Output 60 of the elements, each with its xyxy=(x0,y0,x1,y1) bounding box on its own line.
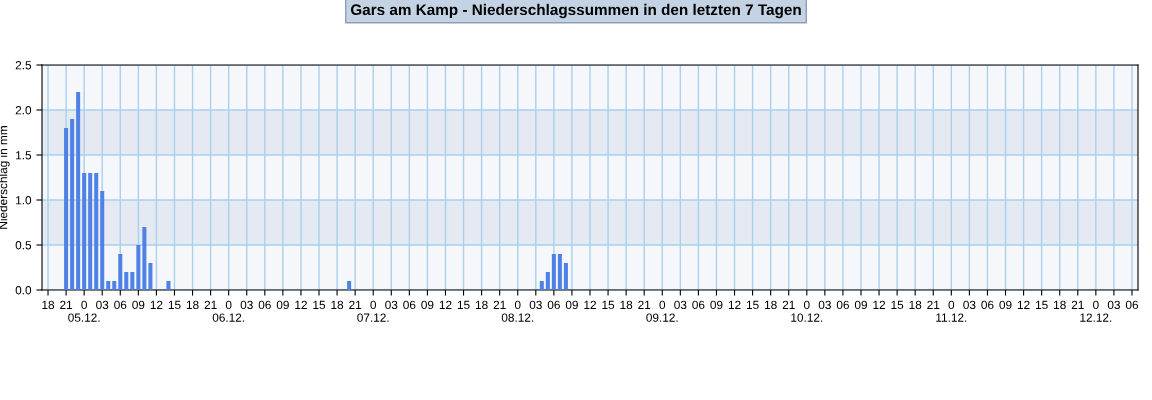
x-tick-label: 15 xyxy=(891,300,904,310)
x-tick-label: 18 xyxy=(764,300,777,310)
x-tick-label: 18 xyxy=(331,300,344,310)
x-tick-label: 15 xyxy=(168,300,181,310)
x-tick-label: 03 xyxy=(674,300,687,310)
x-tick-label: 12 xyxy=(1017,300,1030,309)
x-tick-label: 21 xyxy=(927,300,940,309)
x-tick-label: 18 xyxy=(1054,300,1066,310)
x-tick-label: 18 xyxy=(475,300,488,310)
x-tick-label: 18 xyxy=(42,300,55,310)
x-tick-label: 21 xyxy=(60,300,73,309)
x-tick-label: 03 xyxy=(385,300,398,310)
x-tick-label: 06 xyxy=(114,300,127,310)
x-tick-label: 06 xyxy=(258,300,271,310)
x-tick-label: 03 xyxy=(818,300,831,310)
x-tick-label: 21 xyxy=(1071,300,1084,309)
x-tick-label: 09 xyxy=(710,300,723,310)
x-tick-label: 09 xyxy=(421,300,434,310)
x-tick-label: 12 xyxy=(295,300,307,309)
x-tick-label: 18 xyxy=(620,300,633,310)
chart-title: Gars am Kamp - Niederschlagssummen in den letzten 7 Tagen xyxy=(350,3,801,19)
x-tick-label: 06 xyxy=(403,300,416,310)
x-tick-label: 15 xyxy=(1035,300,1048,310)
x-tick-label: 21 xyxy=(204,300,217,309)
x-tick-label: 21 xyxy=(493,300,506,309)
x-tick-label: 12 xyxy=(584,300,596,309)
x-tick-label: 15 xyxy=(746,300,759,310)
x-tick-label: 03 xyxy=(1107,300,1120,310)
x-tick-label: 12 xyxy=(439,300,452,309)
y-tick-label: 1.5 xyxy=(16,151,32,160)
x-tick-label: 09 xyxy=(276,300,289,310)
y-tick-label: 0.5 xyxy=(15,241,32,250)
x-tick-label: 03 xyxy=(529,300,542,310)
x-tick-label: 15 xyxy=(313,300,326,310)
x-tick-label: 12 xyxy=(728,300,741,309)
y-tick-label: 1.0 xyxy=(16,196,32,205)
x-tick-label: 18 xyxy=(909,300,922,310)
x-tick-label: 03 xyxy=(963,300,976,310)
x-tick-label: 15 xyxy=(457,300,470,310)
y-tick-label: 0.0 xyxy=(15,286,32,295)
x-tick-label: 21 xyxy=(349,300,362,309)
x-tick-label: 18 xyxy=(186,300,199,310)
x-tick-label: 12 xyxy=(873,300,886,309)
y-tick-label: 2.5 xyxy=(15,61,32,70)
x-tick-label: 06 xyxy=(836,300,849,310)
y-tick-label: 2.0 xyxy=(15,106,32,115)
x-tick-label: 06 xyxy=(981,300,994,310)
x-tick-label: 12 xyxy=(150,300,163,309)
x-tick-label: 15 xyxy=(602,300,615,310)
x-tick-label: 21 xyxy=(638,300,651,309)
x-tick-label: 06 xyxy=(1125,300,1139,310)
x-tick-label: 03 xyxy=(240,300,253,310)
x-tick-label: 09 xyxy=(132,300,145,310)
x-tick-label: 09 xyxy=(565,300,578,310)
x-tick-label: 09 xyxy=(999,300,1012,310)
x-tick-label: 06 xyxy=(547,300,560,310)
x-tick-label: 21 xyxy=(782,300,795,309)
x-tick-label: 09 xyxy=(854,300,867,310)
x-tick-label: 06 xyxy=(692,300,705,310)
x-tick-label: 03 xyxy=(96,300,109,310)
